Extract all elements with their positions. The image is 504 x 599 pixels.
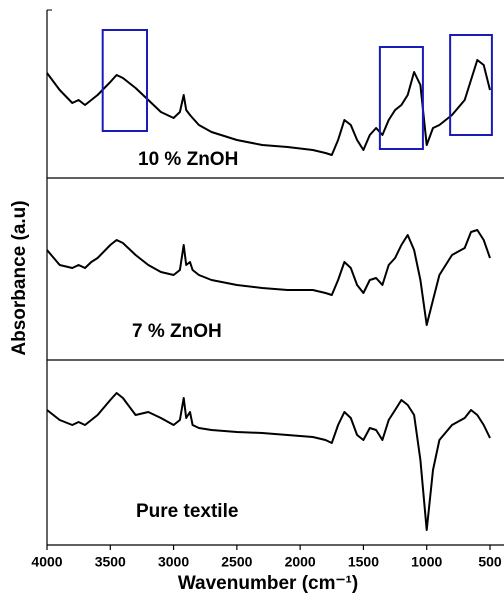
y-axis-title: Absorbance (a.u) (9, 200, 30, 355)
panel-label: Pure textile (136, 501, 238, 522)
x-tick-label: 4000 (31, 554, 62, 570)
highlight-box (101, 29, 148, 132)
x-axis-title: Wavenumber (cm⁻¹) (178, 573, 358, 594)
x-tick-label: 3000 (158, 554, 189, 570)
highlight-box (449, 34, 493, 136)
spectrum-line (46, 59, 491, 156)
spectrum-line (46, 229, 491, 326)
x-tick-label: 2500 (221, 554, 252, 570)
spectrum-line (46, 392, 491, 531)
highlight-box (378, 46, 424, 150)
panel-label: 10 % ZnOH (138, 149, 238, 170)
x-tick-label: 1000 (411, 554, 442, 570)
x-tick-label: 2000 (285, 554, 316, 570)
x-tick-label: 500 (478, 554, 502, 570)
x-tick-label: 1500 (348, 554, 379, 570)
panel-label: 7 % ZnOH (132, 321, 222, 342)
x-tick-label: 3500 (95, 554, 126, 570)
